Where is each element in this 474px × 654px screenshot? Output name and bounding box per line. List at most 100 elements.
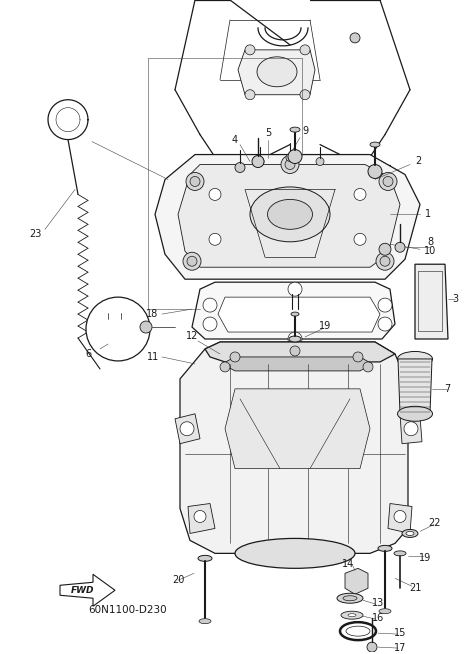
Ellipse shape [378, 545, 392, 551]
Circle shape [186, 173, 204, 190]
Ellipse shape [267, 199, 312, 230]
Ellipse shape [199, 619, 211, 624]
Text: 14: 14 [342, 559, 354, 570]
Text: 12: 12 [186, 331, 198, 341]
Polygon shape [345, 568, 368, 594]
Text: 9: 9 [302, 126, 308, 135]
Circle shape [140, 321, 152, 333]
Circle shape [209, 188, 221, 200]
Text: 13: 13 [372, 598, 384, 608]
Circle shape [363, 362, 373, 372]
Polygon shape [180, 342, 408, 553]
Polygon shape [175, 414, 200, 443]
Text: 3: 3 [452, 294, 458, 304]
Polygon shape [400, 414, 422, 443]
Polygon shape [178, 165, 400, 267]
Circle shape [256, 158, 264, 165]
Circle shape [252, 156, 264, 167]
Ellipse shape [250, 187, 330, 242]
Circle shape [275, 160, 285, 169]
Circle shape [286, 154, 294, 162]
Circle shape [203, 298, 217, 312]
Polygon shape [398, 359, 432, 414]
Circle shape [288, 332, 302, 346]
Ellipse shape [290, 127, 300, 132]
Ellipse shape [398, 351, 432, 366]
Circle shape [353, 352, 363, 362]
Bar [243, 302, 267, 322]
Bar [323, 302, 347, 322]
Ellipse shape [289, 336, 301, 342]
Text: 22: 22 [429, 519, 441, 528]
Text: FWD: FWD [71, 586, 95, 594]
Text: 11: 11 [147, 352, 159, 362]
Circle shape [367, 642, 377, 652]
Circle shape [376, 252, 394, 270]
Circle shape [288, 150, 302, 164]
Ellipse shape [337, 593, 363, 603]
Ellipse shape [348, 613, 356, 617]
Polygon shape [238, 50, 315, 95]
Circle shape [220, 362, 230, 372]
Polygon shape [188, 504, 215, 534]
Ellipse shape [235, 538, 355, 568]
Ellipse shape [370, 142, 380, 147]
Text: 19: 19 [419, 553, 431, 563]
Text: 7: 7 [444, 384, 450, 394]
Circle shape [395, 242, 405, 252]
Circle shape [368, 165, 382, 179]
Circle shape [230, 352, 240, 362]
Text: 8: 8 [427, 237, 433, 247]
Circle shape [180, 422, 194, 436]
Ellipse shape [343, 596, 357, 601]
Ellipse shape [257, 57, 297, 87]
Ellipse shape [398, 406, 432, 421]
Circle shape [190, 177, 200, 186]
Text: 5: 5 [265, 128, 271, 137]
Circle shape [354, 233, 366, 245]
Circle shape [194, 511, 206, 523]
Text: 15: 15 [394, 628, 406, 638]
Polygon shape [155, 154, 420, 279]
Polygon shape [205, 342, 395, 362]
Text: 6: 6 [85, 349, 91, 359]
Circle shape [380, 256, 390, 266]
Circle shape [290, 346, 300, 356]
Ellipse shape [341, 611, 363, 619]
Circle shape [183, 252, 201, 270]
Text: 17: 17 [394, 643, 406, 653]
Bar [104, 319, 114, 337]
Text: 2: 2 [415, 156, 421, 165]
Polygon shape [218, 297, 380, 332]
Ellipse shape [291, 312, 299, 316]
Ellipse shape [394, 551, 406, 556]
Text: 19: 19 [319, 321, 331, 331]
Text: 20: 20 [172, 576, 184, 585]
Circle shape [203, 317, 217, 331]
Ellipse shape [406, 532, 414, 536]
Circle shape [245, 90, 255, 99]
Circle shape [378, 298, 392, 312]
Polygon shape [388, 504, 412, 534]
Circle shape [281, 156, 299, 173]
Text: 1: 1 [425, 209, 431, 219]
Ellipse shape [379, 609, 391, 613]
Text: 16: 16 [372, 613, 384, 623]
Text: 18: 18 [146, 309, 158, 319]
Circle shape [316, 158, 324, 165]
Text: 4: 4 [232, 135, 238, 145]
Circle shape [354, 188, 366, 200]
Circle shape [379, 173, 397, 190]
Circle shape [245, 45, 255, 55]
Circle shape [86, 297, 150, 361]
Circle shape [300, 45, 310, 55]
Circle shape [378, 317, 392, 331]
Circle shape [394, 511, 406, 523]
Text: 21: 21 [409, 583, 421, 593]
Text: 23: 23 [29, 230, 41, 239]
Polygon shape [415, 264, 448, 339]
Circle shape [379, 243, 391, 255]
Bar [116, 319, 126, 337]
Circle shape [404, 422, 418, 436]
Circle shape [187, 256, 197, 266]
